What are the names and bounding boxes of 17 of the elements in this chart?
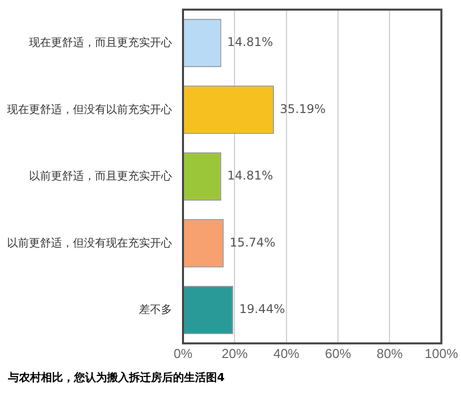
data-label: 35.19% xyxy=(280,102,326,116)
x-tick-label: 20% xyxy=(222,346,248,361)
data-label: 19.44% xyxy=(239,302,285,316)
x-tick-label: 80% xyxy=(376,346,404,361)
y-tick-label: 以前更舒适，而且更充实开心 xyxy=(29,170,172,183)
x-tick-label: 100% xyxy=(424,346,458,361)
y-tick-label: 差不多 xyxy=(139,304,172,316)
x-tick-label: 40% xyxy=(273,346,300,361)
data-label: 15.74% xyxy=(230,235,276,250)
data-label: 14.81% xyxy=(227,35,274,50)
data-label: 14.81% xyxy=(227,168,274,183)
y-tick-label: 现在更舒适，但没有以前充实开心 xyxy=(7,102,172,116)
x-tick-label: 0% xyxy=(174,346,193,361)
text: 与农村相比，您认为搬入拆迁房后的生活图4 xyxy=(8,370,225,385)
x-tick-label: 60% xyxy=(325,346,352,361)
y-tick-label: 现在更舒适，而且更充实开心 xyxy=(29,36,172,50)
y-tick-label: 以前更舒适，但没有现在充实开心 xyxy=(7,236,172,250)
